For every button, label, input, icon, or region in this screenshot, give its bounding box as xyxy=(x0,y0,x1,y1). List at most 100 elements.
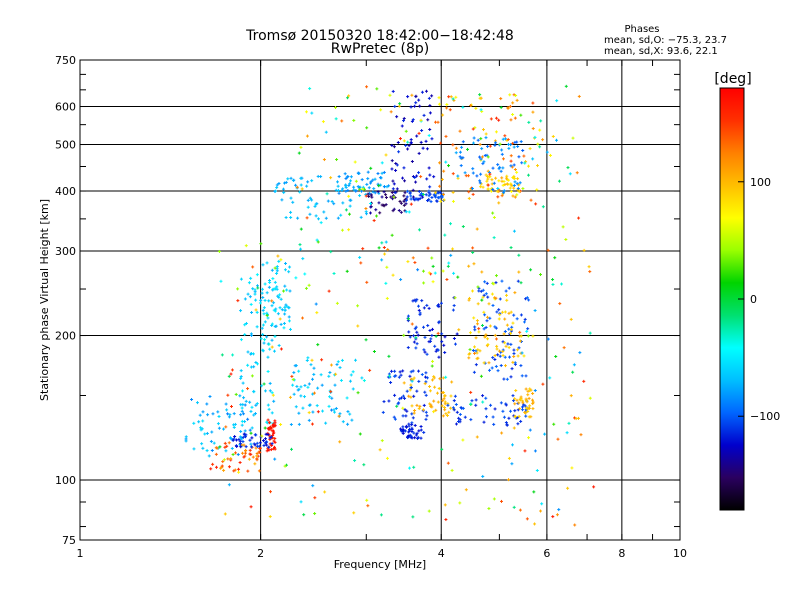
data-point xyxy=(364,194,368,198)
data-point xyxy=(249,276,253,280)
data-point xyxy=(380,161,384,165)
data-point xyxy=(471,348,475,352)
data-point xyxy=(260,434,264,438)
data-point xyxy=(472,141,476,145)
data-point xyxy=(244,321,248,325)
data-point xyxy=(372,350,376,354)
data-point xyxy=(476,348,480,352)
data-point xyxy=(238,442,242,446)
data-point xyxy=(260,291,264,295)
data-point xyxy=(501,353,505,357)
data-point xyxy=(500,148,504,152)
data-point xyxy=(475,174,479,178)
data-point xyxy=(522,154,526,158)
data-point xyxy=(401,394,405,398)
data-point xyxy=(484,325,488,329)
data-point xyxy=(391,273,395,277)
data-point xyxy=(493,357,497,361)
colorbar-label: [deg] xyxy=(714,71,751,87)
data-point xyxy=(403,191,407,195)
data-point xyxy=(511,360,515,364)
data-point xyxy=(489,403,493,407)
data-point xyxy=(382,400,386,404)
data-point xyxy=(369,180,373,184)
colorbar-tick-label: 0 xyxy=(750,293,757,306)
data-point xyxy=(543,432,547,436)
data-point xyxy=(428,385,432,389)
x-tick-label: 4 xyxy=(438,547,445,560)
data-point xyxy=(332,202,336,206)
data-point xyxy=(267,421,271,425)
data-point xyxy=(440,340,444,344)
data-point xyxy=(524,414,528,418)
data-point xyxy=(367,194,371,198)
data-point xyxy=(472,370,476,374)
data-point xyxy=(211,462,215,466)
data-point xyxy=(246,417,250,421)
data-point xyxy=(380,439,384,443)
data-point xyxy=(340,358,344,362)
data-point xyxy=(233,422,237,426)
data-point xyxy=(496,195,500,199)
data-point xyxy=(503,310,507,314)
data-point xyxy=(511,194,515,198)
data-point xyxy=(254,360,258,364)
data-point xyxy=(502,332,506,336)
data-point xyxy=(494,296,498,300)
data-point xyxy=(519,140,523,144)
data-point xyxy=(577,216,581,220)
data-point xyxy=(531,398,535,402)
data-point xyxy=(383,252,387,256)
data-point xyxy=(268,347,272,351)
data-point xyxy=(521,399,525,403)
data-point xyxy=(539,509,543,513)
data-point xyxy=(413,176,417,180)
data-point xyxy=(470,399,474,403)
data-point xyxy=(393,104,397,108)
data-point xyxy=(512,313,516,317)
data-point xyxy=(412,465,416,469)
data-point xyxy=(384,193,388,197)
data-point xyxy=(431,280,435,284)
data-point xyxy=(412,411,416,415)
data-point xyxy=(372,219,376,223)
data-point xyxy=(394,168,398,172)
data-point xyxy=(279,322,283,326)
data-point xyxy=(352,185,356,189)
data-point xyxy=(219,279,223,283)
data-point xyxy=(257,469,261,473)
data-point xyxy=(308,196,312,200)
data-point xyxy=(239,338,243,342)
data-point xyxy=(314,302,318,306)
data-point xyxy=(249,302,253,306)
data-point xyxy=(493,333,497,337)
data-point xyxy=(512,93,516,97)
data-point xyxy=(546,337,550,341)
data-point xyxy=(217,414,221,418)
data-point xyxy=(244,244,248,248)
data-point xyxy=(398,137,402,141)
data-point xyxy=(237,467,241,471)
data-point xyxy=(401,431,405,435)
data-point xyxy=(505,377,509,381)
data-point xyxy=(417,429,421,433)
data-point xyxy=(307,411,311,415)
data-point xyxy=(475,227,479,231)
data-point xyxy=(510,462,514,466)
data-point xyxy=(509,409,513,413)
data-point xyxy=(461,105,465,109)
data-point xyxy=(482,160,486,164)
data-point xyxy=(402,203,406,207)
data-point xyxy=(459,405,463,409)
data-point xyxy=(368,368,372,372)
data-point xyxy=(223,445,227,449)
data-point xyxy=(365,126,369,130)
data-point xyxy=(432,175,436,179)
data-point xyxy=(482,293,486,297)
data-point xyxy=(444,518,448,522)
data-point xyxy=(275,183,279,187)
data-point xyxy=(501,409,505,413)
data-point xyxy=(261,439,265,443)
data-point xyxy=(325,192,329,196)
data-point xyxy=(521,149,525,153)
